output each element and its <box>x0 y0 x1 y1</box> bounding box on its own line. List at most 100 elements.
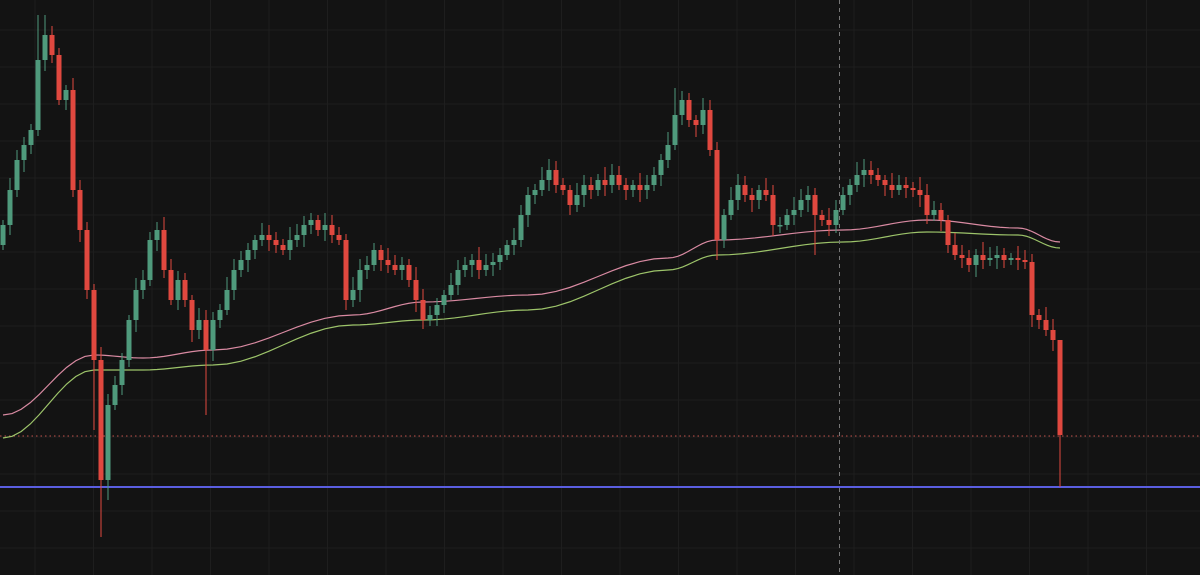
candle <box>336 227 342 245</box>
candle <box>1001 248 1007 268</box>
candle <box>203 310 209 415</box>
candle-body <box>1050 330 1056 340</box>
candle <box>595 174 601 196</box>
candle-body <box>910 188 916 190</box>
candle <box>945 215 951 253</box>
candle <box>280 239 286 255</box>
candle <box>847 179 853 205</box>
candle <box>196 308 202 339</box>
candle-body <box>441 295 447 305</box>
candle <box>1029 254 1035 327</box>
candle <box>693 115 699 137</box>
candle-body <box>238 260 244 270</box>
candle <box>252 235 258 259</box>
candle-body <box>0 225 6 245</box>
candle <box>1043 307 1049 336</box>
candle-body <box>525 195 531 215</box>
candle-body <box>497 255 503 262</box>
candle <box>182 273 188 307</box>
candle-body <box>259 235 265 240</box>
candle <box>112 376 118 410</box>
candle-body <box>749 195 755 200</box>
candle-body <box>357 270 363 290</box>
candle-body <box>1029 262 1035 315</box>
candle <box>364 256 370 279</box>
candle-body <box>490 262 496 265</box>
candle <box>903 177 909 198</box>
candle <box>315 215 321 236</box>
candle-body <box>924 195 930 215</box>
candle-body <box>840 195 846 210</box>
candle <box>343 234 349 310</box>
candle-body <box>693 120 699 125</box>
candle-body <box>49 35 55 55</box>
candle-body <box>567 190 573 205</box>
candle <box>714 142 720 260</box>
candle-body <box>63 90 69 100</box>
candle-body <box>182 280 188 300</box>
candle-body <box>112 385 118 405</box>
candle <box>140 270 146 299</box>
candle <box>161 217 167 278</box>
candle-body <box>455 270 461 285</box>
candle-body <box>1008 258 1014 260</box>
candle <box>889 173 895 198</box>
candle-body <box>889 185 895 190</box>
candle-body <box>637 185 643 190</box>
candle-body <box>336 235 342 240</box>
candle-body <box>1015 258 1021 260</box>
candle <box>896 175 902 195</box>
candle <box>791 197 797 225</box>
candle <box>616 166 622 190</box>
candle <box>798 189 804 217</box>
candle <box>0 220 6 250</box>
candle <box>189 295 195 342</box>
candle-body <box>938 210 944 220</box>
candle-body <box>588 185 594 190</box>
candle <box>770 185 776 236</box>
candle <box>812 188 818 255</box>
candle-body <box>504 245 510 255</box>
candle <box>322 213 328 241</box>
candle <box>602 167 608 196</box>
candle-body <box>994 255 1000 258</box>
candle-body <box>196 320 202 330</box>
candle-body <box>574 195 580 205</box>
candle <box>441 290 447 313</box>
candle <box>371 243 377 271</box>
candle-body <box>294 235 300 240</box>
candle-body <box>581 185 587 195</box>
candle <box>469 254 475 277</box>
candle <box>455 260 461 295</box>
candle-body <box>707 110 713 150</box>
candle <box>1015 246 1021 270</box>
candle-body <box>1022 260 1028 262</box>
candle <box>7 178 13 235</box>
candle <box>721 209 727 248</box>
candle <box>665 132 671 168</box>
candle <box>784 209 790 230</box>
candle-body <box>469 260 475 265</box>
candle-body <box>770 195 776 225</box>
candle <box>742 176 748 202</box>
candle <box>308 213 314 234</box>
candle-body <box>903 185 909 188</box>
candle <box>882 175 888 196</box>
candle <box>84 222 90 299</box>
candle <box>1022 250 1028 269</box>
candle <box>126 315 132 367</box>
candle-body <box>77 190 83 230</box>
candle-body <box>952 245 958 255</box>
candle <box>917 177 923 207</box>
candle <box>14 150 20 197</box>
candle <box>546 159 552 191</box>
candle <box>952 233 958 260</box>
candle-body <box>616 175 622 185</box>
candle-body <box>462 265 468 270</box>
candle <box>672 88 678 150</box>
candle <box>959 245 965 268</box>
candle-body <box>882 180 888 185</box>
candle-body <box>105 405 111 480</box>
candle <box>154 222 160 251</box>
